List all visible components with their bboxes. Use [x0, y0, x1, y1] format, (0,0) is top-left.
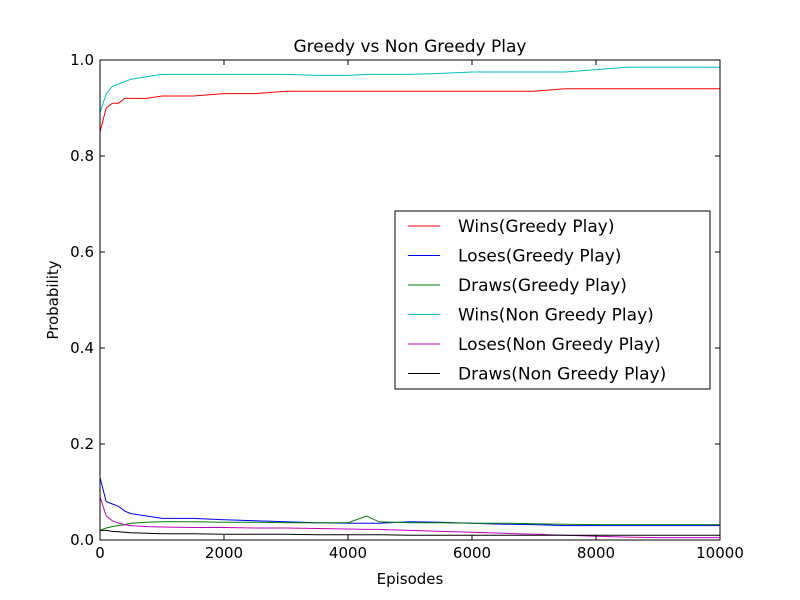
x-tick-label: 8000: [577, 544, 615, 562]
plot-frame: [99, 59, 721, 541]
legend-label-5: Loses(Non Greedy Play): [458, 335, 661, 355]
x-tick-label: 2000: [205, 544, 243, 562]
y-tick-label: 1.0: [70, 51, 94, 69]
legend-box: [394, 210, 711, 390]
legend-label-4: Wins(Non Greedy Play): [458, 306, 654, 326]
x-axis-label: Episodes: [377, 570, 444, 588]
chart-title: Greedy vs Non Greedy Play: [294, 37, 527, 57]
y-tick-label: 0.6: [70, 243, 94, 261]
legend: Wins(Greedy Play) Loses(Greedy Play) Draws…: [394, 210, 711, 390]
series-line-5: [99, 496, 720, 539]
y-tick-label: 0.2: [70, 435, 94, 453]
x-axis: 0 2000 4000 6000 8000 10000: [95, 60, 744, 562]
series-line-1: [99, 88, 720, 133]
plot-lines: [99, 66, 720, 539]
x-tick-label: 4000: [329, 544, 367, 562]
series-line-4: [99, 66, 720, 113]
series-line-3: [99, 515, 720, 531]
y-axis-label: Probability: [44, 260, 62, 339]
x-tick-label: 6000: [453, 544, 491, 562]
legend-label-6: Draws(Non Greedy Play): [458, 365, 666, 385]
y-tick-label: 0.8: [70, 147, 94, 165]
x-tick-label: 0: [95, 544, 105, 562]
series-line-6: [100, 529, 720, 536]
series-line-2: [99, 477, 720, 527]
y-axis: 0.0 0.2 0.4 0.6 0.8 1.0: [70, 51, 720, 549]
legend-label-3: Draws(Greedy Play): [458, 276, 627, 296]
x-tick-label: 10000: [696, 544, 744, 562]
legend-label-2: Loses(Greedy Play): [458, 247, 621, 267]
legend-label-1: Wins(Greedy Play): [458, 217, 614, 237]
y-tick-label: 0.0: [70, 531, 94, 549]
y-tick-label: 0.4: [70, 339, 94, 357]
